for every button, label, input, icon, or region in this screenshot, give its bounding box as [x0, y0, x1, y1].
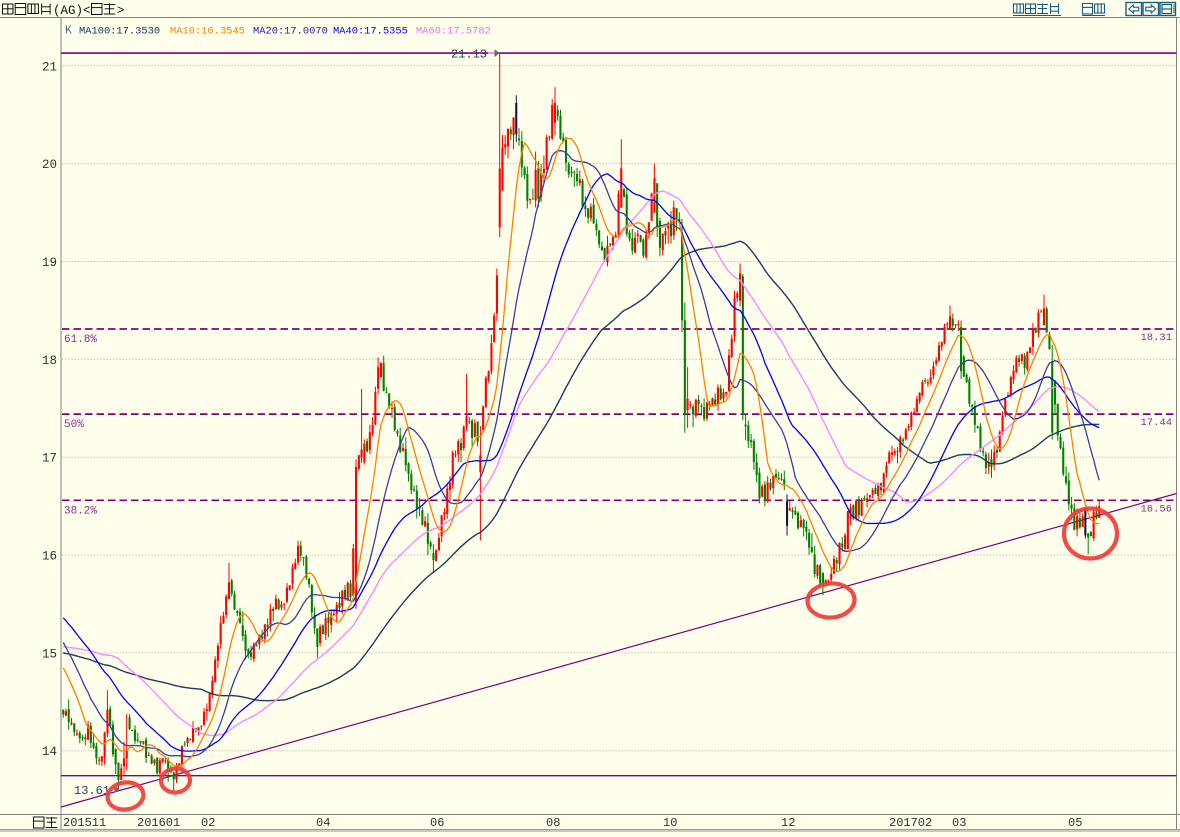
svg-text:17: 17: [42, 452, 57, 466]
svg-text:21.13: 21.13: [451, 48, 487, 62]
svg-text:>: >: [117, 4, 125, 18]
svg-text:MA100:17.3530: MA100:17.3530: [79, 26, 160, 38]
svg-text:18.31: 18.31: [1140, 332, 1172, 344]
svg-text:15: 15: [42, 647, 57, 661]
svg-text:61.8%: 61.8%: [64, 334, 97, 346]
svg-text:MA60:17.5782: MA60:17.5782: [416, 26, 491, 38]
svg-text:05: 05: [1068, 816, 1082, 830]
svg-text:08: 08: [546, 816, 560, 830]
svg-text:MA20:17.0070: MA20:17.0070: [253, 26, 328, 38]
svg-text:MA10:16.3545: MA10:16.3545: [170, 26, 245, 38]
svg-text:MA40:17.5355: MA40:17.5355: [333, 26, 408, 38]
svg-text:21: 21: [42, 60, 57, 74]
svg-text:20: 20: [42, 158, 57, 172]
svg-text:10: 10: [663, 816, 677, 830]
svg-text:(AG)<: (AG)<: [53, 4, 91, 18]
svg-text:06: 06: [430, 816, 444, 830]
svg-text:201511: 201511: [63, 816, 106, 830]
svg-text:201601: 201601: [137, 816, 180, 830]
svg-text:16: 16: [42, 550, 57, 564]
svg-text:16.56: 16.56: [1140, 503, 1172, 515]
svg-text:12: 12: [781, 816, 795, 830]
svg-text:03: 03: [952, 816, 966, 830]
svg-text:201702: 201702: [889, 816, 932, 830]
svg-text:02: 02: [201, 816, 215, 830]
svg-text:19: 19: [42, 256, 57, 270]
svg-text:50%: 50%: [64, 419, 84, 431]
svg-text:13.61: 13.61: [74, 784, 110, 798]
svg-text:38.2%: 38.2%: [64, 505, 97, 517]
svg-text:14: 14: [42, 745, 57, 759]
svg-text:04: 04: [316, 816, 330, 830]
svg-text:18: 18: [42, 354, 57, 368]
svg-text:K: K: [65, 25, 72, 38]
svg-text:17.44: 17.44: [1140, 417, 1172, 429]
